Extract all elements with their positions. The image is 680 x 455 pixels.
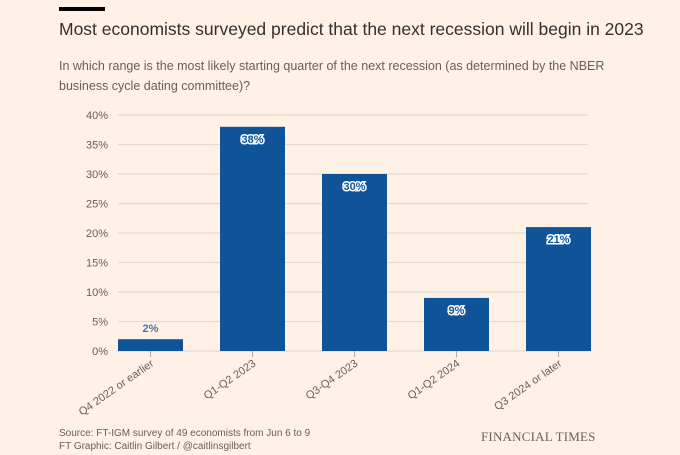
x-tick-label: Q1-Q2 2023 (202, 358, 258, 403)
y-tick-label: 5% (92, 317, 108, 329)
data-label: 21% (547, 234, 569, 246)
y-tick-label: 25% (86, 199, 108, 211)
x-tick-label: Q1-Q2 2024 (406, 358, 462, 403)
y-tick-label: 30% (86, 169, 108, 181)
bar (322, 174, 387, 351)
data-label: 30% (343, 181, 365, 193)
data-label: 2% (143, 323, 159, 335)
chart-footer: Source: FT-IGM survey of 49 economists f… (59, 427, 310, 453)
x-tick-label: Q4 2022 or earlier (77, 357, 157, 418)
y-tick-label: 15% (86, 258, 108, 270)
bar (526, 227, 591, 351)
bar (424, 297, 489, 351)
y-tick-label: 35% (86, 140, 108, 152)
x-axis-ticks: Q4 2022 or earlier Q1-Q2 2023 Q3-Q4 2023 Q1… (77, 351, 564, 418)
x-tick-label: Q3 2024 or later (492, 357, 564, 413)
y-tick-label: 0% (92, 346, 108, 358)
y-tick-label: 40% (86, 110, 108, 122)
credit-note: FT Graphic: Caitlin Gilbert / @caitlinsg… (59, 441, 251, 452)
title-accent-bar (59, 7, 105, 11)
data-label: 38% (241, 134, 263, 146)
ft-logo: FINANCIAL TIMES (481, 429, 596, 444)
source-note: Source: FT-IGM survey of 49 economists f… (59, 428, 311, 439)
y-axis-ticks: 0% 5% 10% 15% 20% 25% 30% 35% 40% (86, 110, 108, 358)
bars: 2% 38% 30% 9% 21% (118, 126, 591, 351)
chart-title: Most economists surveyed predict that th… (59, 19, 644, 39)
bar (118, 339, 183, 351)
bar (220, 126, 285, 351)
y-tick-label: 10% (86, 287, 108, 299)
x-tick-label: Q3-Q4 2023 (304, 358, 360, 403)
y-tick-label: 20% (86, 228, 108, 240)
data-label: 9% (449, 305, 465, 317)
chart-subtitle: In which range is the most likely starti… (59, 59, 605, 93)
